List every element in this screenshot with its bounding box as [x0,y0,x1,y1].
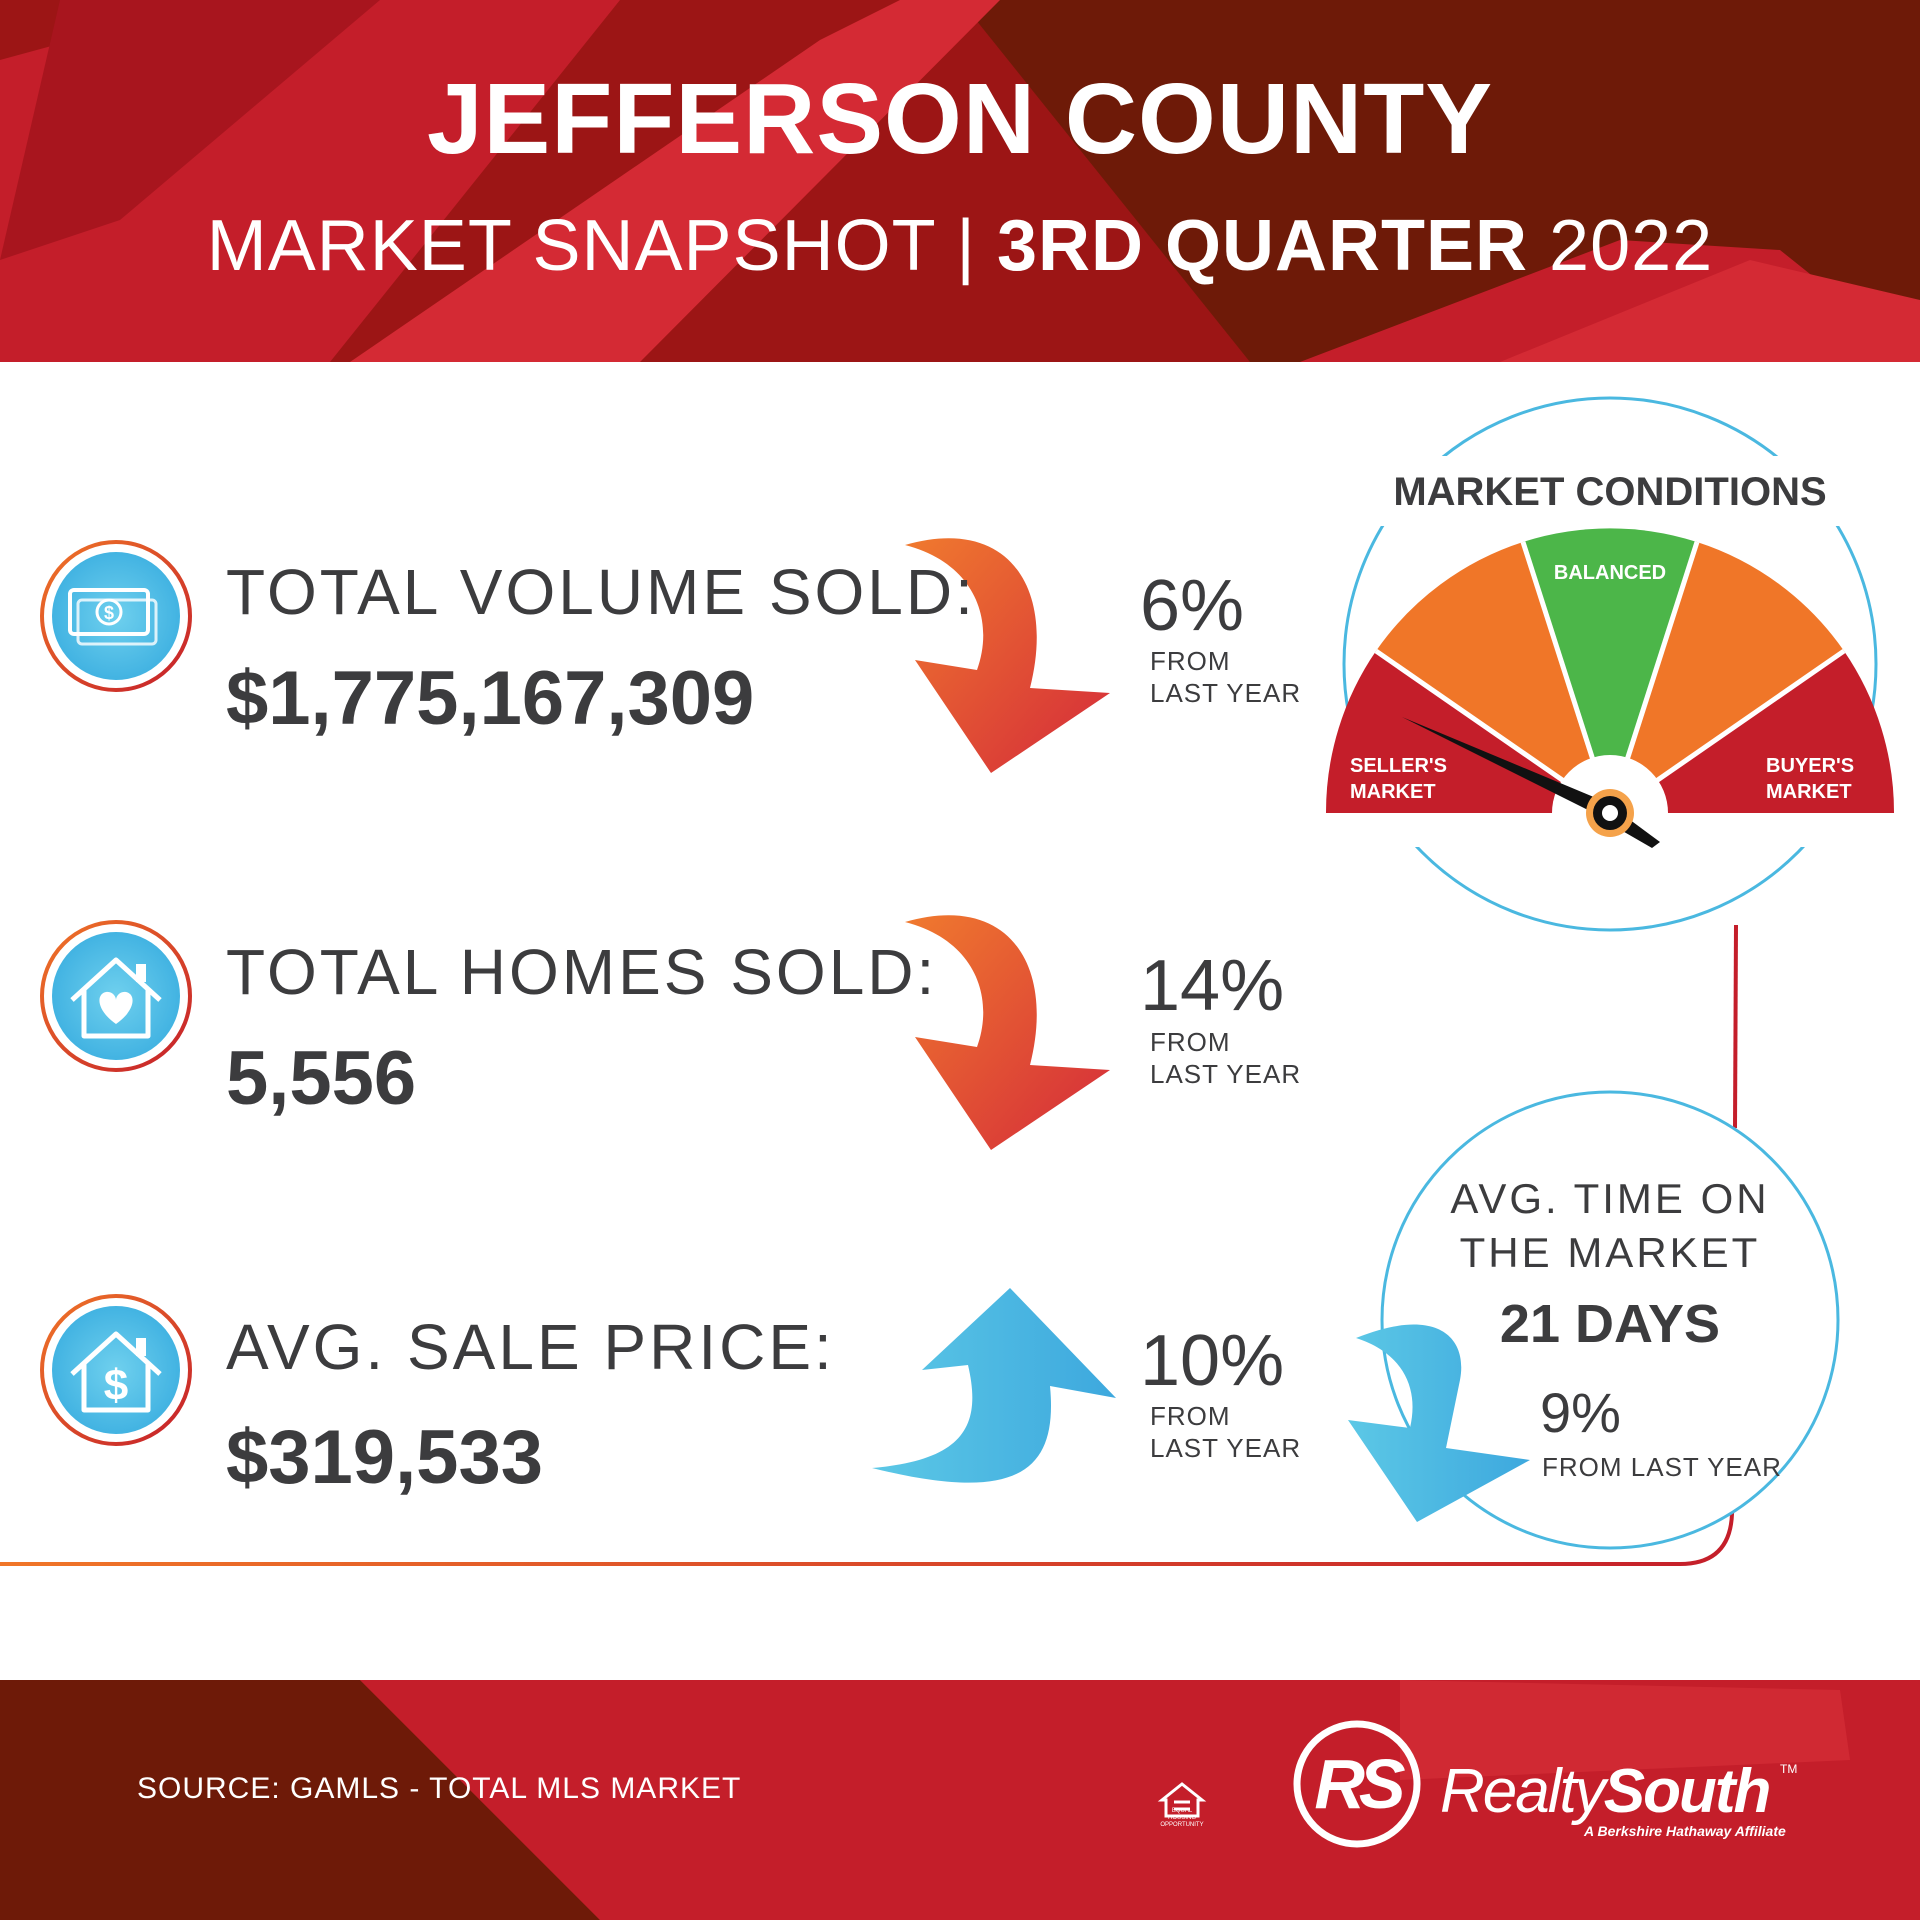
brand-realty: Realty [1440,1757,1606,1826]
days-on-market-badge [1348,1090,1840,1550]
stat-label-volume: TOTAL VOLUME SOLD: [226,556,976,628]
stat-label-price: AVG. SALE PRICE: [226,1311,835,1383]
volume-down-arrow [905,538,1110,773]
svg-text:$: $ [104,1361,128,1410]
svg-text:$: $ [104,603,114,623]
stat-change-price: 10% [1140,1321,1285,1401]
page-subtitle: MARKET SNAPSHOT | 3RD QUARTER 2022 [0,205,1920,287]
days-on-market-title: AVG. TIME ON THE MARKET [1450,1175,1770,1276]
money-icon: $ [40,540,192,692]
stat-change-note-homes: FROM LAST YEAR [1150,1027,1302,1089]
subtitle-year: 2022 [1528,206,1714,286]
subtitle-light: MARKET SNAPSHOT | [206,206,997,286]
gauge-label-seller: SELLER'S MARKET [1350,755,1447,803]
brand-south: South [1603,1757,1772,1826]
realtysouth-logo-icon: RS [1293,1720,1421,1848]
stat-value-volume: $1,775,167,309 [226,656,755,741]
days-on-market-change-note: FROM LAST YEAR [1542,1452,1782,1482]
separator-lines [0,814,1738,1566]
gauge-title: MARKET CONDITIONS [1393,470,1827,514]
subtitle-quarter: 3RD QUARTER [997,206,1529,286]
days-on-market-change: 9% [1540,1381,1621,1444]
stat-value-price: $319,533 [226,1415,543,1500]
stat-change-note-volume: FROM LAST YEAR [1150,646,1302,708]
market-conditions-gauge [1325,396,1896,932]
gauge-label-buyer: BUYER'S MARKET [1766,755,1855,803]
house-heart-icon [40,920,192,1072]
price-up-arrow [872,1288,1116,1483]
brand-tagline: A Berkshire Hathaway Affiliate [1584,1823,1786,1839]
source-note: SOURCE: GAMLS - TOTAL MLS MARKET [137,1772,742,1805]
stat-change-volume: 6% [1140,566,1245,646]
svg-text:RS: RS [1314,1745,1405,1823]
house-dollar-icon: $ [40,1294,192,1446]
equal-housing-icon [1157,1782,1207,1818]
trademark-mark: TM [1780,1762,1798,1776]
header-band [0,0,1920,362]
equal-housing-label: EQUAL HOUSING OPPORTUNITY [1160,1808,1204,1828]
page-title: JEFFERSON COUNTY [426,63,1494,175]
stat-change-homes: 14% [1140,946,1285,1026]
homes-down-arrow [905,915,1110,1150]
stat-label-homes: TOTAL HOMES SOLD: [226,936,938,1008]
footer-band [0,1680,1920,1920]
stat-value-homes: 5,556 [226,1036,417,1121]
gauge-label-balanced: BALANCED [1553,562,1667,584]
stat-change-note-price: FROM LAST YEAR [1150,1401,1302,1463]
days-on-market-value: 21 DAYS [1499,1294,1721,1354]
brand-wordmark: RealtySouth [1440,1756,1772,1827]
